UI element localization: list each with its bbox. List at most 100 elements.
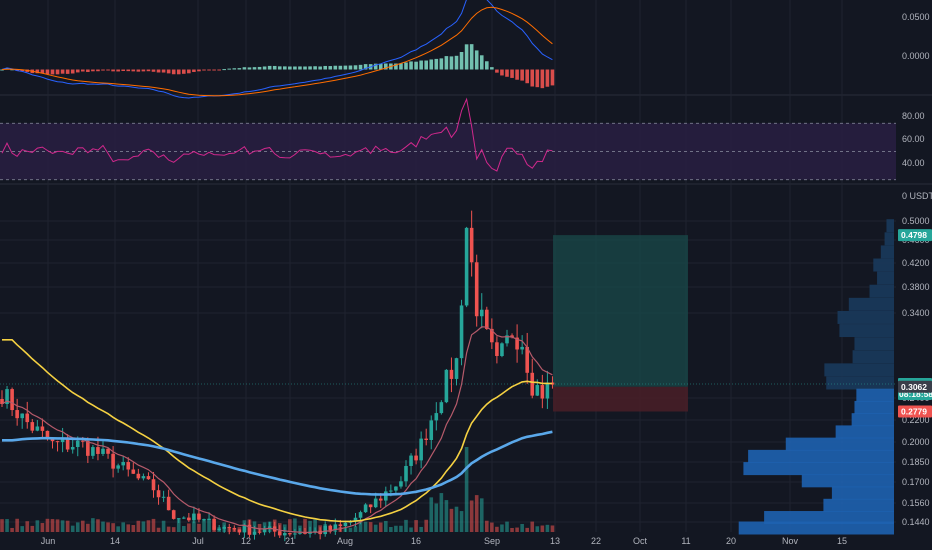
time-axis-label: Aug [337, 536, 353, 546]
volume-bar [25, 521, 30, 532]
macd-histogram-bar [116, 69, 120, 72]
volume-bar [469, 500, 474, 532]
macd-histogram-bar [171, 69, 176, 75]
volume-bar [394, 525, 398, 532]
volume-bar [464, 447, 469, 532]
volume-bar [429, 497, 434, 532]
time-axis-label: 16 [411, 536, 421, 546]
volume-bar [55, 519, 60, 532]
candle-body [60, 438, 65, 443]
signal-line [1, 6, 553, 97]
candle-body [91, 447, 95, 456]
volume-bar [141, 521, 146, 532]
volume-bar [434, 503, 439, 532]
candle-body [469, 227, 474, 263]
macd-histogram-bar [202, 69, 206, 71]
candle-body [454, 358, 459, 379]
volume-bar [197, 523, 201, 532]
candle-body [525, 346, 529, 373]
candle-body [81, 440, 85, 442]
candle-body [192, 513, 196, 521]
volume-profile-bar [743, 462, 894, 476]
volume-bar [171, 527, 176, 532]
macd-histogram-bar [338, 65, 343, 70]
macd-histogram-bar [101, 69, 105, 71]
candle-body [419, 438, 423, 461]
volume-bar [50, 519, 55, 532]
target-zone [553, 235, 688, 387]
volume-profile-bar [839, 324, 894, 338]
volume-bar [86, 523, 90, 532]
volume-bar [288, 519, 292, 532]
volume-bar [384, 520, 388, 532]
candle-body [358, 512, 363, 518]
volume-profile-bar [877, 271, 894, 285]
candle-body [479, 309, 484, 317]
macd-histogram-bar [490, 67, 494, 70]
volume-bar [96, 519, 100, 532]
volume-bar [439, 493, 444, 532]
volume-bar [520, 523, 524, 532]
candle-body [176, 518, 181, 520]
price-tick-label: 0.2200 [902, 415, 930, 425]
candle-body [323, 525, 327, 535]
price-tick-label: 0.1560 [902, 498, 930, 508]
candle-body [283, 533, 287, 536]
volume-bar [389, 526, 393, 532]
macd-histogram-bar [459, 52, 464, 70]
candle-body [252, 531, 257, 535]
volume-bar [530, 521, 535, 532]
candle-body [303, 532, 307, 534]
volume-bar [495, 526, 499, 532]
macd-histogram-bar [399, 63, 403, 70]
candle-body [277, 531, 282, 536]
volume-bar [30, 525, 35, 532]
macd-histogram-bar [50, 69, 55, 75]
candle-body [111, 453, 115, 469]
volume-profile-bar [884, 232, 894, 246]
price-tick-label: 0.1440 [902, 517, 930, 527]
candle-body [242, 524, 247, 533]
price-axis[interactable]: 0.50000.46000.42000.38000.34000.24000.22… [898, 12, 932, 527]
macd-histogram-bar [262, 66, 267, 70]
candle-body [45, 430, 50, 440]
volume-bar [424, 519, 428, 532]
candle-body [146, 476, 151, 480]
volume-bar [419, 526, 423, 532]
volume-bar [116, 526, 120, 532]
macd-histogram-bar [0, 69, 4, 71]
macd-histogram-bar [15, 69, 19, 71]
macd-histogram-bar [272, 65, 277, 70]
macd-histogram-bar [131, 69, 136, 72]
volume-bar [166, 526, 171, 532]
candle-body [399, 481, 403, 487]
macd-histogram-bar [151, 69, 156, 72]
time-axis[interactable]: Jun 14 Jul 12 21 Aug 16 Sep 13 22 Oct 11 20 Nov 15 [41, 536, 847, 546]
volume-bar [161, 520, 166, 532]
candle-body [429, 420, 434, 440]
candle-body [288, 533, 292, 535]
stop-zone [553, 386, 688, 412]
macd-histogram-bar [500, 69, 504, 76]
macd-histogram-bar [55, 69, 60, 75]
volume-bar [303, 518, 307, 532]
volume-bar [60, 520, 65, 532]
time-axis-label: Jun [41, 536, 56, 546]
volume-profile-bar [873, 258, 894, 272]
candle-body [363, 504, 368, 513]
volume-profile-bar [823, 498, 894, 512]
macd-histogram-bar [96, 69, 100, 72]
volume-bar [459, 511, 464, 532]
macd-histogram-bar [384, 63, 388, 70]
candle-body [293, 533, 297, 535]
time-axis-label: Nov [782, 536, 799, 546]
candle-body [389, 490, 393, 492]
long-position-tool[interactable] [0, 235, 896, 412]
volume-profile-bar [880, 245, 894, 259]
macd-histogram-bar [515, 69, 519, 80]
candle-body [384, 491, 388, 501]
macd-histogram-bar [373, 63, 378, 70]
candle-body [424, 438, 428, 440]
macd-histogram-bar [439, 58, 444, 70]
